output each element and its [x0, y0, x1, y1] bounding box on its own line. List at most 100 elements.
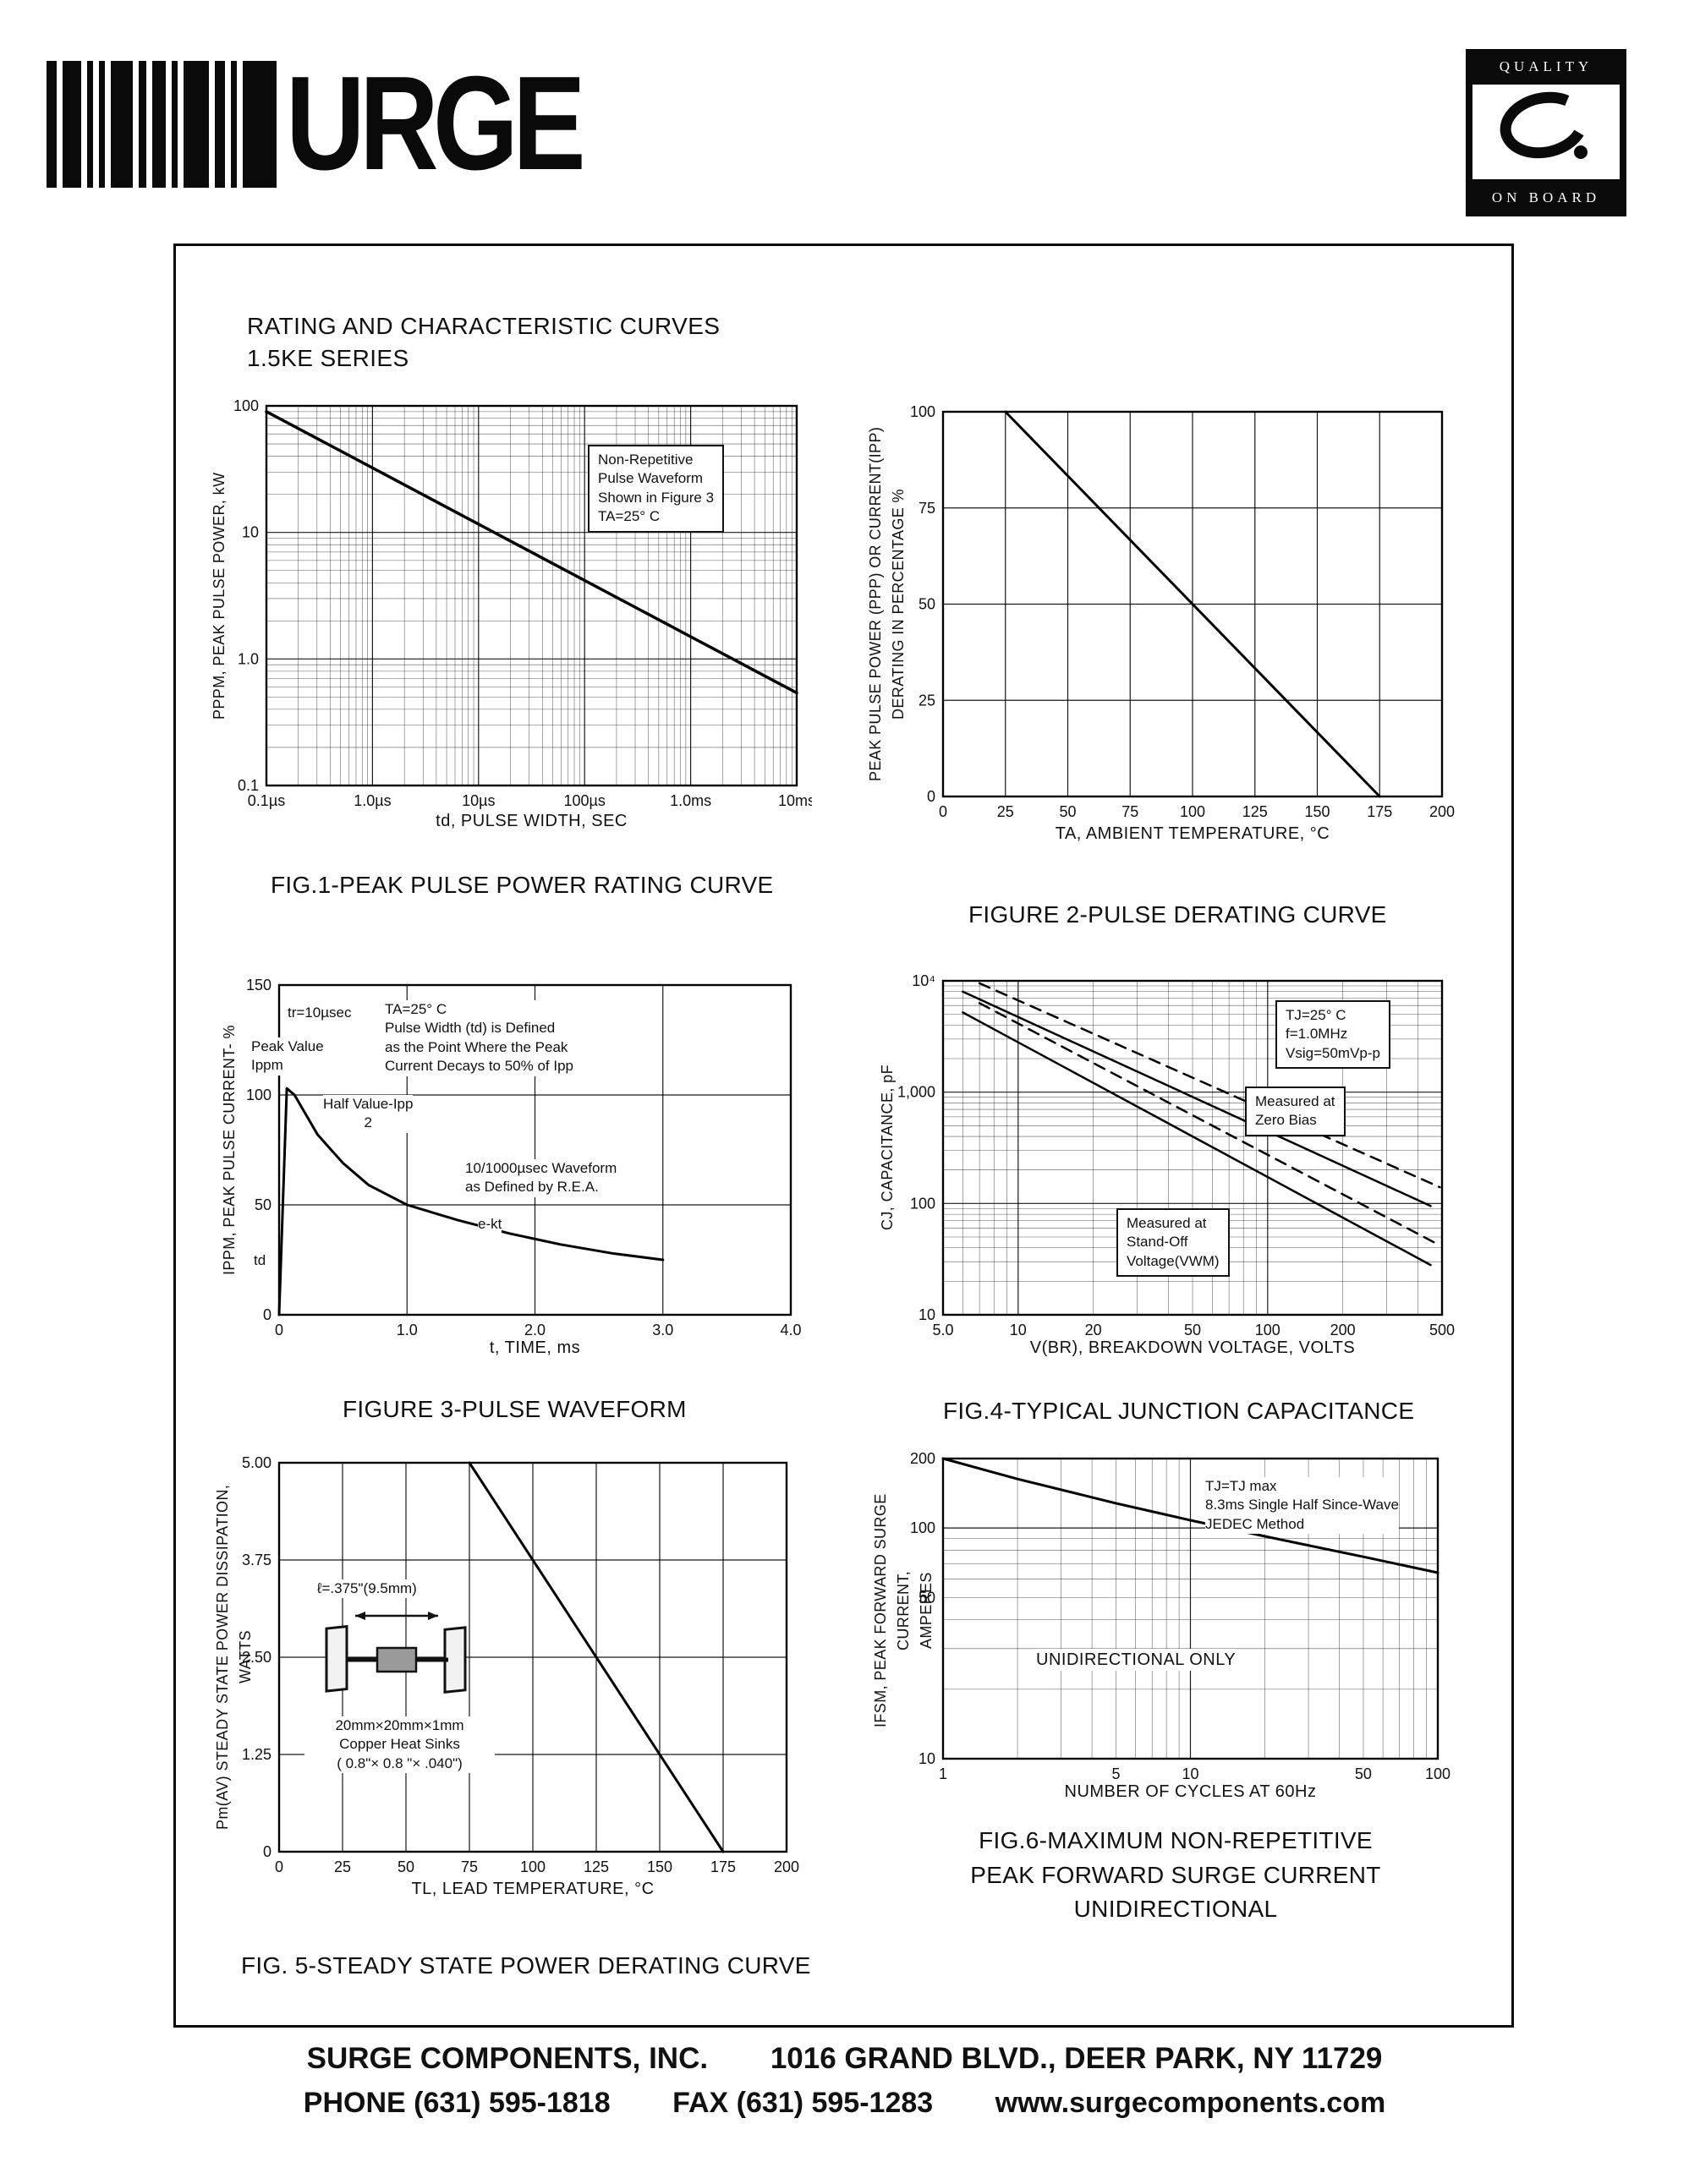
svg-text:150: 150: [647, 1858, 672, 1875]
fig5-y-axis-label: Pm(AV) STEADY STATE POWER DISSIPATION, W…: [214, 1484, 254, 1831]
svg-text:75: 75: [919, 500, 935, 517]
quality-logo-bottom-label: ON BOARD: [1467, 182, 1625, 213]
svg-text:100µs: 100µs: [563, 792, 605, 809]
svg-text:50: 50: [919, 596, 935, 613]
fig1-y-axis-label: PPPM, PEAK PULSE POWER, kW: [211, 472, 228, 720]
svg-text:100: 100: [1255, 1322, 1280, 1338]
svg-text:100: 100: [246, 1087, 271, 1103]
page-title: RATING AND CHARACTERISTIC CURVES: [247, 313, 721, 339]
fig4-condition-note: TJ=25° C f=1.0MHz Vsig=50mVp-p: [1275, 1000, 1390, 1070]
svg-text:75: 75: [1121, 803, 1138, 820]
svg-text:1.0: 1.0: [238, 650, 259, 667]
fig2-y-axis-label: PEAK PULSE POWER (PPP) OR CURRENT(IPP) D…: [867, 426, 907, 782]
barcode-logo-icon: [47, 61, 282, 188]
svg-text:200: 200: [1330, 1322, 1356, 1338]
svg-text:0.1: 0.1: [238, 777, 259, 794]
fig6-unidirectional-note: UNIDIRECTIONAL ONLY: [1036, 1649, 1237, 1672]
fig3-rise-time-note: tr=10µsec: [288, 1004, 352, 1023]
svg-text:5.0: 5.0: [932, 1322, 953, 1338]
svg-text:175: 175: [710, 1858, 736, 1875]
svg-text:TL, LEAD TEMPERATURE, °C: TL, LEAD TEMPERATURE, °C: [411, 1880, 654, 1898]
svg-text:t, TIME, ms: t, TIME, ms: [490, 1338, 580, 1357]
fig2-chart: 0 25 50 75 100 125 150 175 200 100 75 50 25 0 TA, AMBI…: [910, 403, 1455, 843]
svg-text:4.0: 4.0: [780, 1322, 801, 1338]
fig6-y-axis-label: IFSM, PEAK FORWARD SURGE CURRENT, AMPERE…: [872, 1493, 935, 1728]
heat-sink-diagram: [303, 1604, 497, 1714]
series-subtitle: 1.5KE SERIES: [247, 345, 409, 371]
svg-text:50: 50: [1355, 1765, 1372, 1782]
fig6-caption: FIG.6-MAXIMUM NON-REPETITIVE PEAK FORWAR…: [970, 1827, 1381, 1923]
quality-logo-emblem: [1472, 85, 1620, 179]
svg-text:100: 100: [1180, 803, 1205, 820]
svg-text:25: 25: [334, 1858, 351, 1875]
svg-text:0: 0: [939, 803, 947, 820]
svg-text:td, PULSE WIDTH, SEC: td, PULSE WIDTH, SEC: [436, 812, 628, 830]
svg-text:0.1µs: 0.1µs: [248, 792, 285, 809]
svg-text:50: 50: [1059, 803, 1076, 820]
svg-text:5: 5: [1111, 1765, 1120, 1782]
fig1-section: 0.1µs 1.0µs 10µs 100µs 1.0ms 10ms 100 10 1.0 0.1 t…: [203, 391, 837, 919]
svg-text:10: 10: [1010, 1322, 1027, 1338]
svg-text:25: 25: [919, 692, 935, 709]
svg-text:2.50: 2.50: [242, 1649, 271, 1666]
svg-text:TA, AMBIENT TEMPERATURE, °C: TA, AMBIENT TEMPERATURE, °C: [1056, 824, 1330, 843]
fig4-caption: FIG.4-TYPICAL JUNCTION CAPACITANCE: [943, 1398, 1415, 1424]
svg-text:1.0ms: 1.0ms: [670, 792, 711, 809]
fig5-heat-sink-note: 20mm×20mm×1mm Copper Heat Sinks ( 0.8"× …: [304, 1716, 495, 1774]
svg-text:200: 200: [1429, 803, 1455, 820]
svg-text:500: 500: [1429, 1322, 1455, 1338]
svg-text:5.00: 5.00: [242, 1454, 271, 1471]
svg-text:3.75: 3.75: [242, 1552, 271, 1568]
svg-text:1,000: 1,000: [897, 1084, 935, 1101]
svg-text:150: 150: [246, 977, 271, 993]
svg-text:175: 175: [1367, 803, 1392, 820]
svg-text:50: 50: [255, 1196, 271, 1213]
surge-logo: URGE: [47, 57, 645, 192]
fig3-waveform-note: 10/1000µsec Waveform as Defined by R.E.A…: [465, 1159, 617, 1197]
svg-text:0: 0: [263, 1843, 271, 1860]
fig1-chart: 0.1µs 1.0µs 10µs 100µs 1.0ms 10ms 100 10 1.0 0.1 t…: [233, 397, 815, 830]
svg-text:10⁴: 10⁴: [912, 972, 935, 989]
svg-text:10: 10: [1182, 1765, 1198, 1782]
svg-text:100: 100: [910, 1195, 935, 1212]
svg-text:10: 10: [919, 1306, 935, 1323]
quality-logo-top-label: QUALITY: [1467, 51, 1625, 82]
svg-text:200: 200: [774, 1858, 799, 1875]
svg-text:2.0: 2.0: [524, 1322, 546, 1338]
fig2-section: 0 25 50 75 100 125 150 175 200 100 75 50 25 0 TA, AMBI…: [863, 391, 1514, 932]
svg-text:3.0: 3.0: [652, 1322, 673, 1338]
svg-text:10: 10: [919, 1750, 935, 1767]
fig5-section: 0 25 50 75 100 125 150 175 200 5.00 3.75 2.50 1.25 0 T…: [203, 1442, 837, 2000]
fig1-note: Non-Repetitive Pulse Waveform Shown in F…: [588, 445, 725, 533]
footer-address: 1016 GRAND BLVD., DEER PARK, NY 11729: [770, 2042, 1383, 2075]
fig5-chart: 0 25 50 75 100 125 150 175 200 5.00 3.75 2.50 1.25 0 T…: [242, 1454, 799, 1898]
svg-text:10: 10: [242, 524, 259, 541]
fig3-half-value-note: Half Value-Ipp 2: [323, 1095, 414, 1133]
fig3-caption: FIGURE 3-PULSE WAVEFORM: [343, 1396, 687, 1422]
svg-text:100: 100: [233, 397, 259, 414]
svg-text:1: 1: [939, 1765, 947, 1782]
fig3-y-axis-label: IPPM, PEAK PULSE CURRENT- %: [221, 1025, 238, 1275]
fig2-caption: FIGURE 2-PULSE DERATING CURVE: [968, 901, 1387, 928]
svg-text:25: 25: [997, 803, 1014, 820]
svg-text:0: 0: [275, 1322, 283, 1338]
svg-text:50: 50: [398, 1858, 414, 1875]
fig4-zero-bias-note: Measured at Zero Bias: [1245, 1087, 1346, 1136]
svg-text:10µs: 10µs: [462, 792, 495, 809]
footer-contact-line: PHONE (631) 595-1818 FAX (631) 595-1283 …: [0, 2087, 1689, 2120]
fig4-y-axis-label: CJ, CAPACITANCE, pF: [879, 1065, 896, 1231]
content-frame: [173, 244, 1514, 2028]
svg-text:0: 0: [927, 788, 935, 805]
fig3-chart: 0 1.0 2.0 3.0 4.0 150 100 50 0 t, TIME, ms: [246, 977, 802, 1357]
fig3-section: 0 1.0 2.0 3.0 4.0 150 100 50 0 t, TIME, ms IPPM, …: [203, 960, 837, 1442]
svg-text:50: 50: [919, 1589, 935, 1606]
fig5-caption: FIG. 5-STEADY STATE POWER DERATING CURVE: [241, 1952, 811, 1979]
footer-company: SURGE COMPONENTS, INC.: [306, 2042, 709, 2075]
svg-text:V(BR), BREAKDOWN VOLTAGE, VOLT: V(BR), BREAKDOWN VOLTAGE, VOLTS: [1030, 1338, 1355, 1357]
svg-text:75: 75: [461, 1858, 478, 1875]
fig5-lead-length-note: ℓ=.375"(9.5mm): [317, 1579, 417, 1599]
fig3-peak-value-note: Peak Value Ippm: [251, 1037, 324, 1076]
svg-text:200: 200: [910, 1450, 935, 1467]
fig6-condition-note: TJ=TJ max 8.3ms Single Half Since-Wave J…: [1205, 1477, 1399, 1535]
svg-text:100: 100: [910, 403, 935, 420]
